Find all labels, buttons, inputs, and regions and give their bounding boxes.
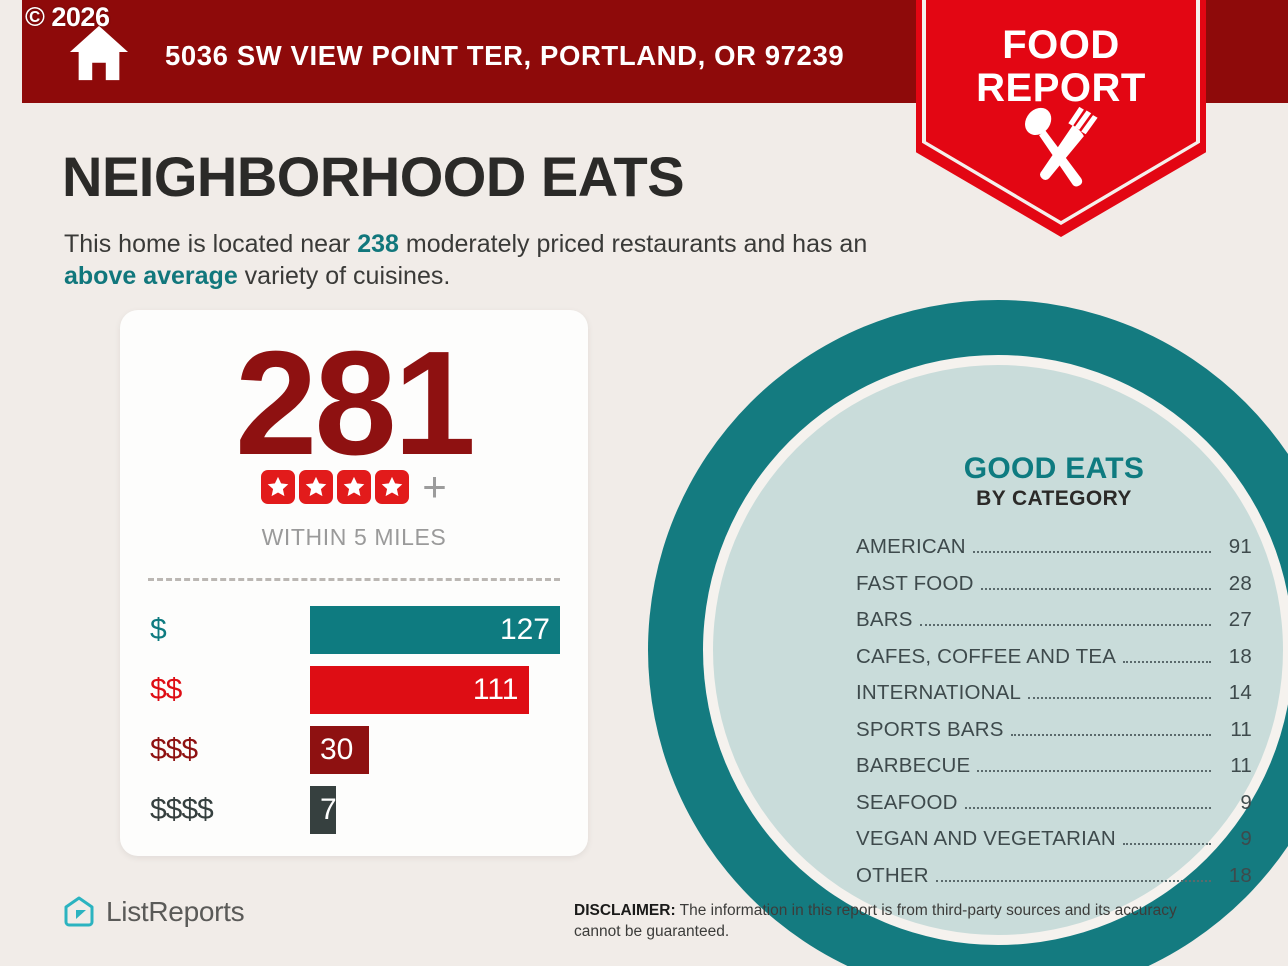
subtitle-variety: above average xyxy=(64,262,238,291)
leader-dots xyxy=(935,879,1211,882)
category-name: BARBECUE xyxy=(856,754,971,777)
leader-dots xyxy=(919,624,1211,626)
bar-label: $$ xyxy=(150,673,182,706)
bar-value: 111 xyxy=(472,673,519,706)
bar-row: $127 xyxy=(120,602,588,658)
category-name: FAST FOOD xyxy=(856,571,974,595)
leader-dots xyxy=(972,551,1211,553)
category-count: 91 xyxy=(1228,535,1252,558)
radius-label: WITHIN 5 MILES xyxy=(261,524,447,550)
bar-row: $$ 111 xyxy=(120,662,588,718)
subtitle-count: 238 xyxy=(357,230,399,258)
category-row: INTERNATIONAL 14 xyxy=(856,681,1252,705)
restaurant-count-card: 281 + WITHIN 5 MILES $127 $$ 111 $$$ 30 $$$$ 7 xyxy=(120,310,588,856)
leader-dots xyxy=(980,587,1211,590)
disclaimer-text: The information in this report is from t… xyxy=(574,902,1177,940)
bar: 111 xyxy=(310,666,529,714)
bar: 127 xyxy=(310,606,560,654)
category-row: BARBECUE 11 xyxy=(856,754,1252,778)
star-icon xyxy=(299,470,334,504)
category-name: CAFES, COFFEE AND TEA xyxy=(856,644,1117,668)
category-count: 9 xyxy=(1240,790,1252,814)
category-count: 18 xyxy=(1228,863,1252,887)
category-count: 28 xyxy=(1228,571,1252,595)
category-row: SEAFOOD 9 xyxy=(856,791,1252,815)
bar: 7 xyxy=(310,786,337,834)
good-eats-panel: GOOD EATS BY CATEGORY AMERICAN 91 FAST FOO… xyxy=(856,452,1252,900)
category-name: VEGAN AND VEGETARIAN xyxy=(856,827,1116,850)
page-title: NEIGHBORHOOD EATS xyxy=(62,145,685,208)
bar-row: $$$$ 7 xyxy=(120,782,588,838)
listreports-house-icon xyxy=(64,896,94,927)
bar-value: 127 xyxy=(499,613,550,646)
circle-inner-fill xyxy=(713,365,1283,935)
leader-dots xyxy=(964,806,1211,809)
category-row: AMERICAN 91 xyxy=(856,535,1252,559)
category-name: AMERICAN xyxy=(856,535,966,558)
subtitle-text-3: variety of cuisines. xyxy=(237,262,451,291)
bar-value: 7 xyxy=(320,793,337,826)
category-row: FAST FOOD 28 xyxy=(856,572,1252,596)
category-count: 27 xyxy=(1228,608,1252,631)
spoon-fork-icon xyxy=(1025,106,1098,187)
star-icon xyxy=(261,470,296,504)
category-name: OTHER xyxy=(856,863,929,887)
page-subtitle: This home is located near 238 moderately… xyxy=(64,228,904,293)
category-row: CAFES, COFFEE AND TEA 18 xyxy=(856,645,1252,669)
card-divider xyxy=(148,578,560,581)
bar-label: $ xyxy=(150,613,167,646)
bar-track: 7 xyxy=(310,786,588,834)
bar-track: 30 xyxy=(310,726,588,774)
category-count: 18 xyxy=(1228,644,1252,668)
bar-track: 127 xyxy=(310,606,588,654)
bar-label: $$$ xyxy=(150,733,198,766)
category-name: SEAFOOD xyxy=(856,790,958,814)
star-icon xyxy=(375,470,410,504)
food-report-badge: FOOD REPORT xyxy=(916,0,1206,237)
price-tier-bar-chart: $127 $$ 111 $$$ 30 $$$$ 7 xyxy=(120,602,588,842)
good-eats-title: GOOD EATS xyxy=(963,452,1145,485)
listreports-wordmark: ListReports xyxy=(106,896,245,927)
category-row: OTHER 18 xyxy=(856,864,1252,888)
subtitle-text-2: moderately priced restaurants and has an xyxy=(398,230,868,258)
leader-dots xyxy=(1123,660,1211,663)
star-rating: + xyxy=(120,463,588,511)
restaurant-total: 281 xyxy=(235,321,476,486)
bar: 30 xyxy=(310,726,370,774)
category-list: AMERICAN 91 FAST FOOD 28 BARS 27 CAFES, COFFEE… xyxy=(856,535,1252,888)
leader-dots xyxy=(1010,733,1211,736)
house-icon xyxy=(69,25,129,81)
category-name: SPORTS BARS xyxy=(856,717,1004,741)
leader-dots xyxy=(977,770,1211,772)
category-row: VEGAN AND VEGETARIAN 9 xyxy=(856,827,1252,851)
badge-line-1: FOOD xyxy=(1002,23,1120,67)
category-row: BARS 27 xyxy=(856,608,1252,632)
category-name: INTERNATIONAL xyxy=(856,681,1022,704)
bar-label: $$$$ xyxy=(150,793,214,826)
disclaimer-label: DISCLAIMER: xyxy=(574,902,676,919)
category-name: BARS xyxy=(856,608,913,631)
category-row: SPORTS BARS 11 xyxy=(856,718,1252,742)
bar-row: $$$ 30 xyxy=(120,722,588,778)
badge-label: FOOD REPORT xyxy=(916,24,1206,110)
subtitle-text-1: This home is located near xyxy=(64,230,358,258)
listreports-logo[interactable]: ListReports xyxy=(62,895,245,929)
category-count: 11 xyxy=(1230,754,1252,777)
disclaimer: DISCLAIMER: The information in this repo… xyxy=(574,901,1224,943)
category-count: 9 xyxy=(1240,827,1252,850)
bar-track: 111 xyxy=(310,666,588,714)
category-count: 14 xyxy=(1228,681,1252,704)
badge-line-2: REPORT xyxy=(976,65,1146,110)
bar-value: 30 xyxy=(320,733,354,766)
leader-dots xyxy=(1028,697,1211,699)
property-address: 5036 SW VIEW POINT TER, PORTLAND, OR 972… xyxy=(165,40,845,71)
leader-dots xyxy=(1122,843,1211,845)
good-eats-subtitle: BY CATEGORY xyxy=(976,487,1132,510)
copyright-watermark: © 2026 xyxy=(25,2,110,32)
star-icon xyxy=(337,470,372,504)
plus-sign: + xyxy=(422,463,447,511)
category-count: 11 xyxy=(1230,717,1252,741)
teal-circle-decoration xyxy=(648,300,1288,966)
